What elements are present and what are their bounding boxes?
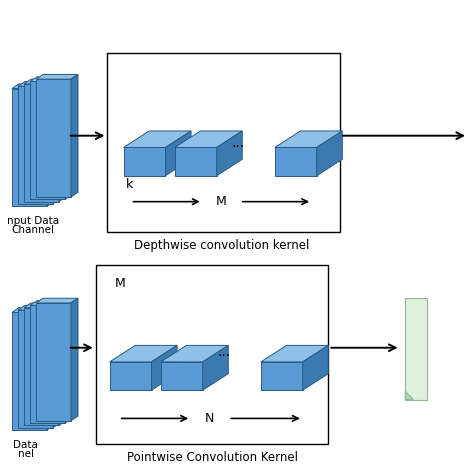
Text: Channel: Channel [11, 225, 55, 235]
Polygon shape [109, 346, 177, 362]
Polygon shape [175, 131, 242, 147]
Polygon shape [303, 346, 328, 390]
Polygon shape [124, 147, 165, 176]
Polygon shape [18, 305, 60, 310]
Polygon shape [175, 147, 217, 176]
Polygon shape [36, 74, 78, 79]
Polygon shape [30, 305, 65, 423]
Text: nel: nel [18, 449, 34, 459]
Polygon shape [36, 298, 78, 303]
Polygon shape [261, 346, 328, 362]
Polygon shape [152, 346, 177, 390]
Text: ...: ... [217, 346, 230, 359]
Polygon shape [275, 131, 342, 147]
Polygon shape [47, 84, 54, 206]
Text: Depthwise convolution kernel: Depthwise convolution kernel [134, 239, 309, 252]
Polygon shape [47, 308, 54, 430]
Polygon shape [36, 303, 71, 421]
Text: M: M [216, 195, 227, 208]
Polygon shape [24, 303, 66, 308]
Polygon shape [59, 303, 66, 426]
Text: k: k [126, 178, 133, 191]
Polygon shape [24, 308, 59, 426]
Polygon shape [65, 301, 72, 423]
Text: Pointwise Convolution Kernel: Pointwise Convolution Kernel [127, 451, 298, 465]
Polygon shape [161, 362, 203, 390]
Polygon shape [71, 298, 78, 421]
Bar [107, 53, 340, 232]
Polygon shape [405, 391, 413, 400]
Polygon shape [217, 131, 242, 176]
Text: Data: Data [13, 439, 38, 450]
Polygon shape [18, 310, 53, 428]
Text: M: M [114, 277, 125, 290]
Polygon shape [30, 77, 72, 82]
Polygon shape [317, 131, 342, 176]
Polygon shape [124, 131, 191, 147]
Polygon shape [18, 82, 60, 86]
Polygon shape [165, 131, 191, 176]
Polygon shape [203, 346, 228, 390]
Text: ...: ... [231, 136, 244, 150]
Polygon shape [65, 77, 72, 199]
Text: nput Data: nput Data [7, 216, 59, 226]
Polygon shape [24, 84, 59, 201]
Polygon shape [71, 74, 78, 197]
Text: N: N [205, 412, 214, 425]
Polygon shape [30, 82, 65, 199]
Polygon shape [261, 362, 303, 390]
Polygon shape [12, 84, 54, 89]
Polygon shape [53, 82, 60, 204]
Polygon shape [275, 147, 317, 176]
Polygon shape [24, 79, 66, 84]
Bar [405, 298, 428, 400]
Polygon shape [36, 79, 71, 197]
Polygon shape [12, 89, 47, 206]
Polygon shape [12, 308, 54, 312]
Polygon shape [59, 79, 66, 201]
Polygon shape [53, 305, 60, 428]
Bar [96, 265, 328, 444]
Polygon shape [109, 362, 152, 390]
Polygon shape [18, 86, 53, 204]
Polygon shape [12, 312, 47, 430]
Polygon shape [161, 346, 228, 362]
Polygon shape [30, 301, 72, 305]
